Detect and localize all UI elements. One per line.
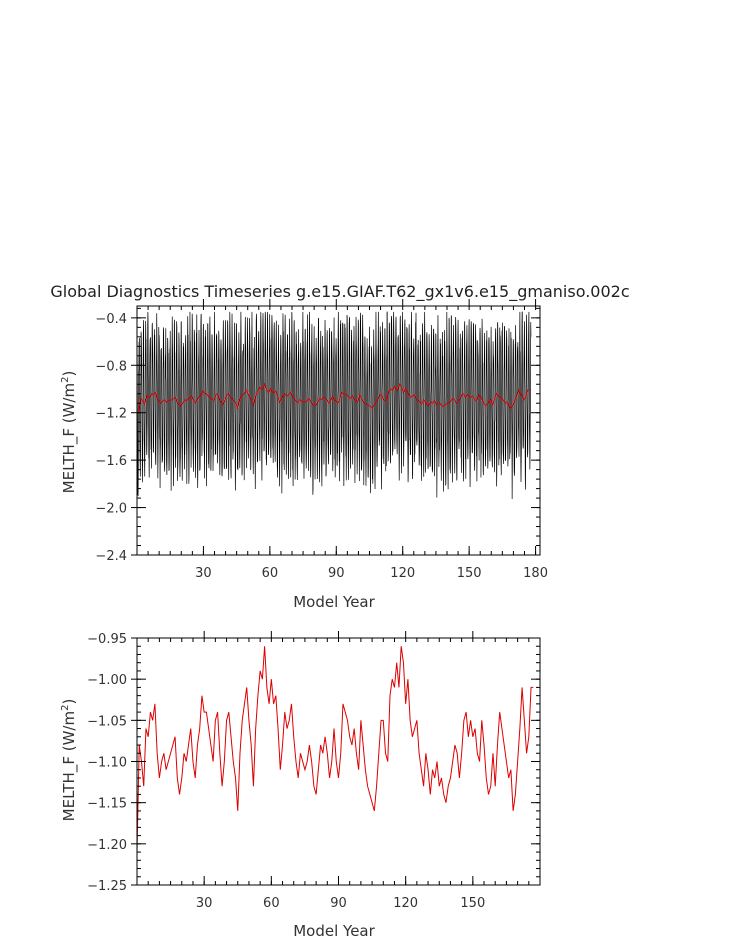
x-tick-label: 90 (330, 896, 347, 911)
x-tick-label: 30 (195, 566, 212, 581)
y-tick-label: −1.20 (87, 838, 127, 853)
y-tick-label: −1.2 (95, 407, 127, 422)
monthly-panel: 30 60 90 120 150 180−2.4−2.0−1.6−1.2−0.8−0.4 … (60, 299, 548, 611)
annual-panel: 30 60 90 120 150 −1.25 −1.20 −1.15 −1.10 −1.05 −1.… (60, 631, 541, 940)
monthly-axes: 30 60 90 120 150 180 −2.4 −2.0 −1.6 −1.2 −0.8 −0.4 (95, 299, 548, 581)
monthly-y-axis-label: MELTH_F (W/m2) (60, 371, 79, 494)
figure-title: Global Diagnostics Timeseries g.e15.GIAF… (50, 282, 629, 302)
y-tick-label: −1.10 (87, 756, 127, 771)
y-tick-label: −2.0 (95, 502, 127, 517)
y-tick-label: −1.25 (87, 879, 127, 894)
y-tick-label: −1.6 (95, 454, 127, 469)
annual-axes: 30 60 90 120 150 −1.25 −1.20 −1.15 −1.10 −1.05 −1.… (87, 631, 541, 911)
y-tick-label: −1.05 (87, 714, 127, 729)
annual-x-axis-label: Model Year (293, 922, 375, 940)
x-tick-label: 120 (393, 896, 418, 911)
y-tick-label: −1.00 (87, 673, 127, 688)
x-tick-label: 120 (390, 566, 415, 581)
x-tick-label: 180 (523, 566, 548, 581)
monthly-x-axis-label: Model Year (293, 593, 375, 611)
y-tick-label: −0.4 (95, 312, 127, 327)
y-tick-label: −2.4 (95, 549, 127, 564)
monthly-series-line (136, 311, 532, 500)
y-tick-label: −1.15 (87, 797, 127, 812)
x-tick-label: 60 (263, 896, 280, 911)
x-tick-label: 150 (457, 566, 482, 581)
annual-mean-line (136, 646, 534, 853)
plot-frame (136, 305, 541, 556)
annual-plot-area (136, 646, 534, 853)
annual-mean-line (137, 382, 531, 414)
x-tick-label: 60 (262, 566, 279, 581)
y-tick-label: −0.8 (95, 359, 127, 374)
x-tick-label: 30 (196, 896, 213, 911)
monthly-plot-area (136, 311, 532, 500)
x-tick-label: 150 (460, 896, 485, 911)
x-tick-label: 90 (328, 566, 345, 581)
annual-y-axis-label: MELTH_F (W/m2) (60, 699, 79, 822)
y-tick-label: −0.95 (87, 632, 127, 647)
